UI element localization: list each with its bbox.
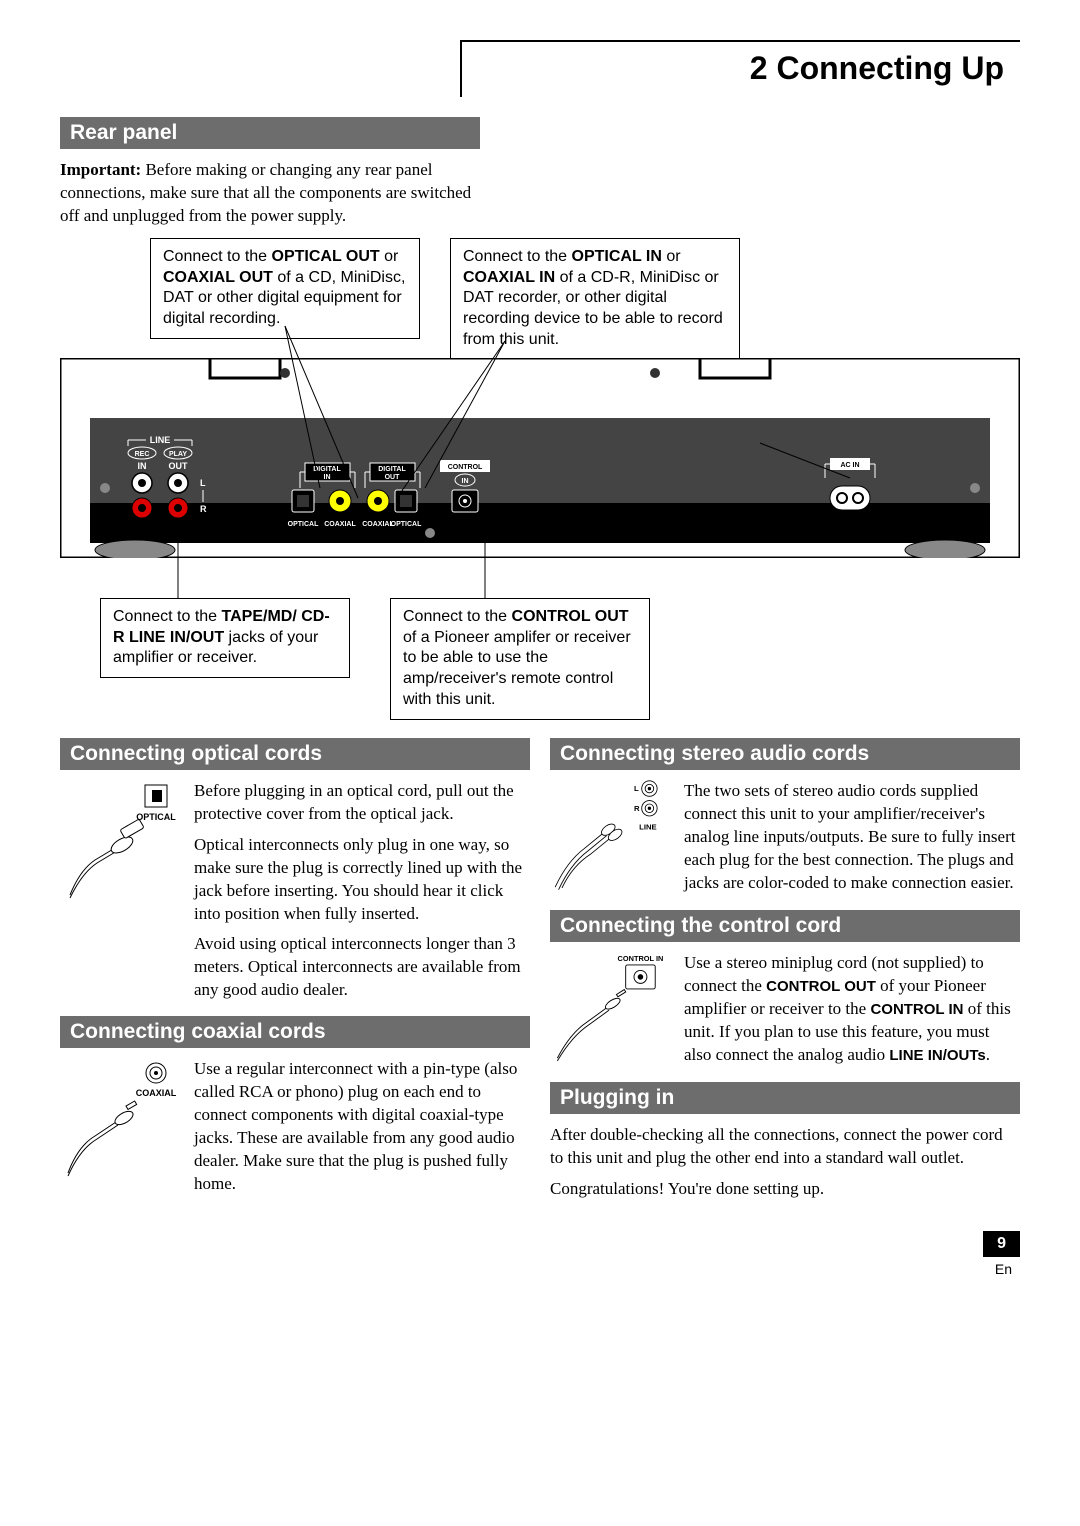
important-label: Important:: [60, 160, 141, 179]
chapter-title: 2 Connecting Up: [750, 50, 1004, 86]
svg-text:R: R: [200, 504, 207, 514]
svg-text:OUT: OUT: [169, 461, 189, 471]
control-text: Use a stereo miniplug cord (not supplied…: [684, 952, 1020, 1067]
svg-text:OPTICAL: OPTICAL: [288, 521, 319, 528]
section-connecting-control: Connecting the control cord: [550, 910, 1020, 942]
rear-panel-diagram: Connect to the OPTICAL OUT or COAXIAL OU…: [60, 238, 1020, 728]
section-connecting-coaxial: Connecting coaxial cords: [60, 1016, 530, 1048]
plugging-p2: Congratulations! You're done setting up.: [550, 1178, 1020, 1201]
callout-optical-out: Connect to the OPTICAL IN or COAXIAL IN …: [450, 238, 740, 360]
svg-text:CONTROL: CONTROL: [448, 464, 483, 471]
svg-text:L: L: [634, 784, 639, 793]
callout-line-inout: Connect to the TAPE/MD/ CD-R LINE IN/OUT…: [100, 598, 350, 678]
svg-text:OPTICAL: OPTICAL: [391, 521, 422, 528]
svg-text:LINE: LINE: [639, 823, 657, 832]
optical-text: Before plugging in an optical cord, pull…: [194, 780, 530, 1002]
svg-text:DIGITAL: DIGITAL: [313, 466, 341, 473]
rear-panel-illustration: LINE REC PLAY IN OUT L R DIGITAL IN OPTI…: [60, 358, 1020, 558]
svg-text:LINE: LINE: [150, 435, 171, 445]
plugging-p1: After double-checking all the connection…: [550, 1124, 1020, 1170]
svg-text:OUT: OUT: [385, 474, 401, 481]
callout-optical-in: Connect to the OPTICAL OUT or COAXIAL OU…: [150, 238, 420, 339]
svg-text:COAXIAL: COAXIAL: [324, 521, 356, 528]
stereo-cord-icon: L R LINE: [550, 780, 670, 896]
coaxial-text: Use a regular interconnect with a pin-ty…: [194, 1058, 530, 1196]
svg-text:CONTROL IN: CONTROL IN: [618, 954, 664, 963]
svg-text:IN: IN: [138, 461, 147, 471]
svg-text:IN: IN: [324, 474, 331, 481]
section-connecting-optical: Connecting optical cords: [60, 738, 530, 770]
page-language: En: [60, 1261, 1012, 1277]
coaxial-cord-icon: COAXIAL: [60, 1058, 180, 1183]
svg-text:OPTICAL: OPTICAL: [136, 812, 176, 822]
svg-text:L: L: [200, 478, 206, 488]
page-number: 9: [983, 1231, 1020, 1257]
svg-text:COAXIAL: COAXIAL: [136, 1088, 177, 1098]
svg-text:R: R: [634, 804, 640, 813]
svg-text:COAXIAL: COAXIAL: [362, 521, 394, 528]
section-rear-panel: Rear panel: [60, 117, 480, 149]
svg-text:AC IN: AC IN: [840, 462, 859, 469]
svg-text:DIGITAL: DIGITAL: [378, 466, 406, 473]
chapter-header: 2 Connecting Up: [460, 40, 1020, 97]
optical-cord-icon: OPTICAL: [60, 780, 180, 905]
svg-text:PLAY: PLAY: [169, 451, 187, 458]
control-cord-icon: CONTROL IN: [550, 952, 670, 1068]
stereo-text: The two sets of stereo audio cords suppl…: [684, 780, 1020, 895]
section-plugging-in: Plugging in: [550, 1082, 1020, 1114]
important-paragraph: Important: Before making or changing any…: [60, 159, 480, 228]
callout-control: Connect to the CONTROL OUT of a Pioneer …: [390, 598, 650, 720]
svg-text:REC: REC: [135, 451, 150, 458]
svg-text:IN: IN: [462, 478, 469, 485]
section-connecting-stereo: Connecting stereo audio cords: [550, 738, 1020, 770]
page-footer: 9 En: [60, 1231, 1020, 1277]
